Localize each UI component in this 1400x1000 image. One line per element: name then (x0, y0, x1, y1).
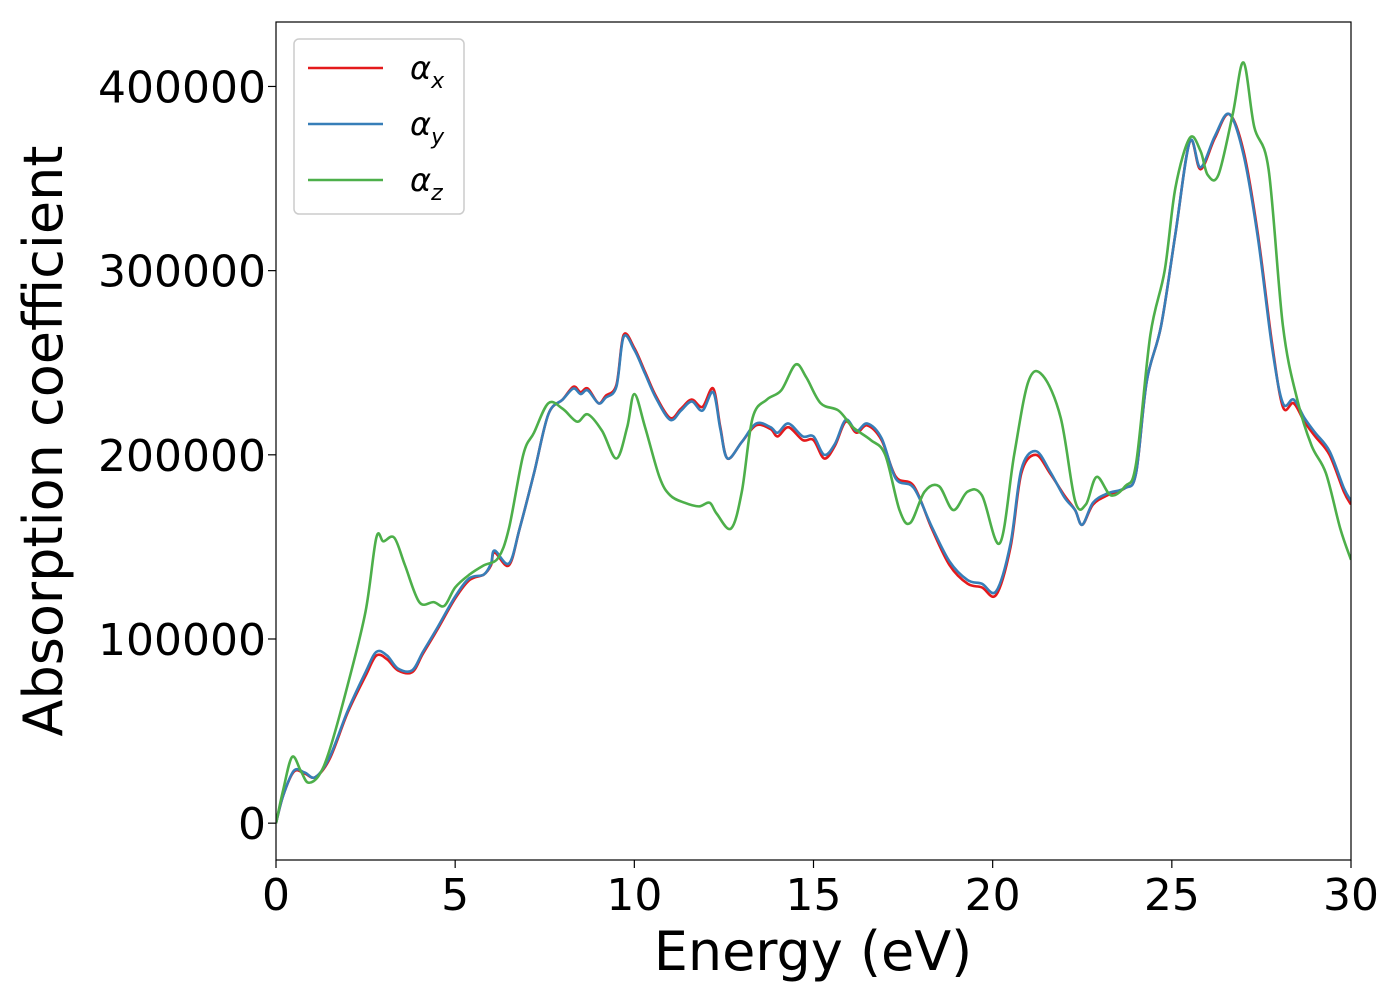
legend-label-x: αx (410, 49, 445, 94)
legend-subscript: z (430, 181, 443, 206)
series-line-y (276, 112, 1351, 824)
x-tick-label: 10 (606, 870, 662, 921)
x-tick-label: 20 (965, 870, 1021, 921)
x-tick-label: 5 (441, 870, 469, 921)
series-layer (276, 61, 1351, 824)
legend-symbol: α (410, 105, 431, 143)
legend-symbol: α (410, 49, 431, 87)
x-tick-label: 0 (262, 870, 290, 921)
x-tick-label: 30 (1323, 870, 1379, 921)
x-axis-title: Energy (eV) (654, 920, 973, 983)
y-tick-label: 300000 (98, 247, 266, 298)
x-tick-label: 15 (786, 870, 842, 921)
y-tick-label: 400000 (98, 62, 266, 113)
legend-symbol: α (410, 161, 431, 199)
legend-subscript: y (430, 125, 445, 150)
y-tick-label: 100000 (98, 615, 266, 666)
legend-subscript: x (430, 69, 445, 94)
y-tick-label: 200000 (98, 431, 266, 482)
series-line-z (276, 61, 1351, 824)
x-axis: 0 5 10 15 20 25 30 (262, 860, 1379, 921)
legend-label-z: αz (410, 161, 443, 206)
x-tick-label: 25 (1144, 870, 1200, 921)
y-axis: 0 100000 200000 300000 400000 (98, 62, 276, 850)
y-axis-title: Absorption coefficient (12, 146, 75, 737)
legend-label-y: αy (410, 105, 445, 150)
y-tick-label: 0 (238, 799, 266, 850)
legend-box (293, 38, 465, 215)
